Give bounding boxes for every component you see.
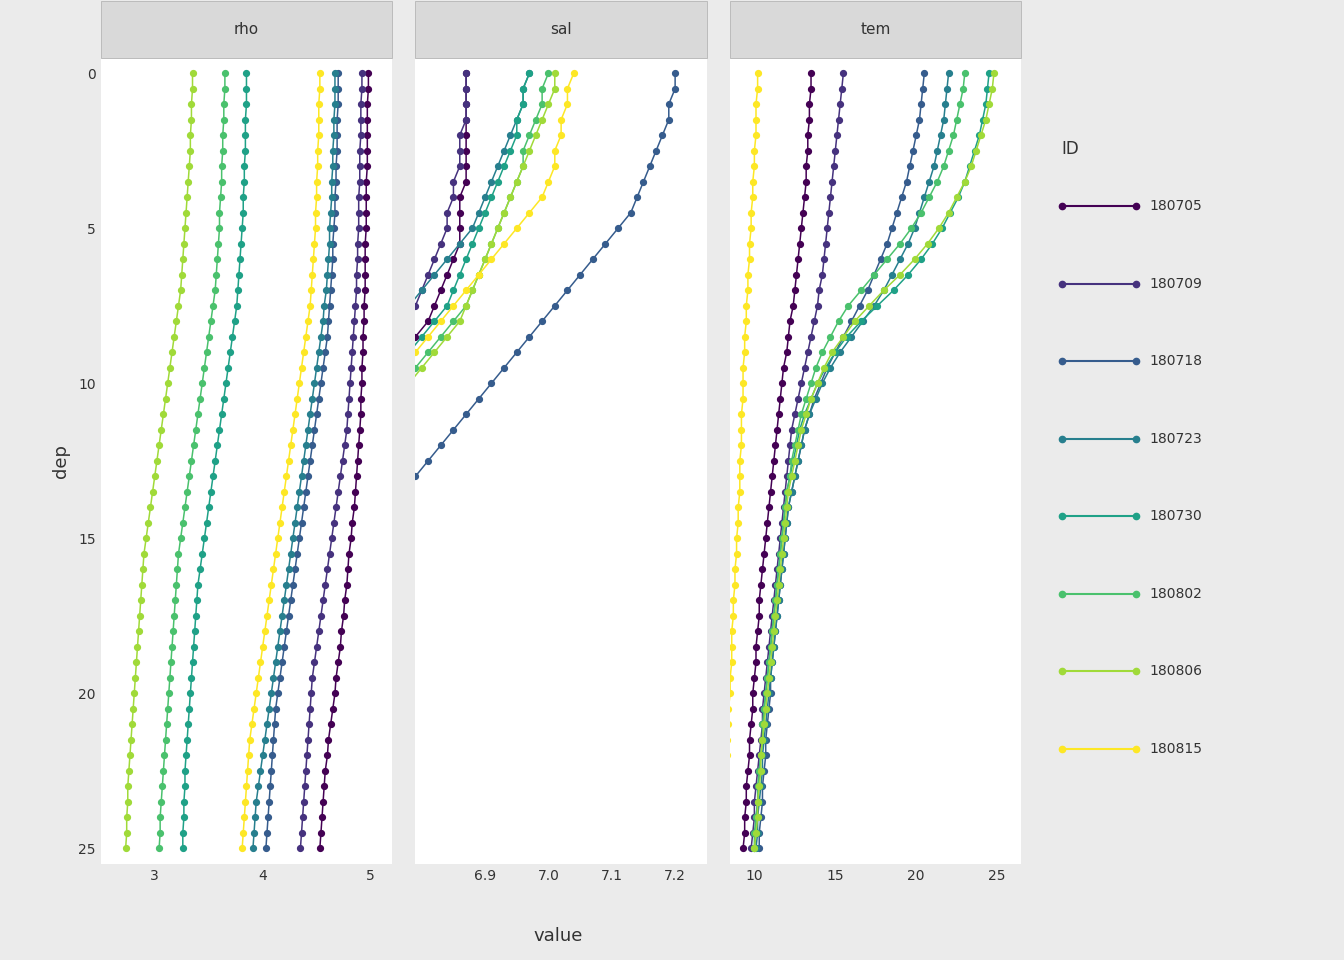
FancyBboxPatch shape: [101, 1, 392, 58]
Text: 180806: 180806: [1149, 664, 1202, 679]
Text: sal: sal: [550, 22, 573, 36]
FancyBboxPatch shape: [730, 1, 1021, 58]
Text: rho: rho: [234, 22, 259, 36]
Y-axis label: dep: dep: [52, 444, 70, 478]
Text: value: value: [534, 927, 582, 945]
Text: 180730: 180730: [1149, 510, 1202, 523]
Text: 180802: 180802: [1149, 587, 1202, 601]
FancyBboxPatch shape: [415, 1, 707, 58]
Text: 180705: 180705: [1149, 200, 1202, 213]
Text: 180723: 180723: [1149, 432, 1202, 445]
Text: ID: ID: [1062, 140, 1079, 157]
Text: 180718: 180718: [1149, 354, 1202, 369]
Text: 180815: 180815: [1149, 742, 1202, 756]
Text: tem: tem: [860, 22, 891, 36]
Text: 180709: 180709: [1149, 276, 1202, 291]
